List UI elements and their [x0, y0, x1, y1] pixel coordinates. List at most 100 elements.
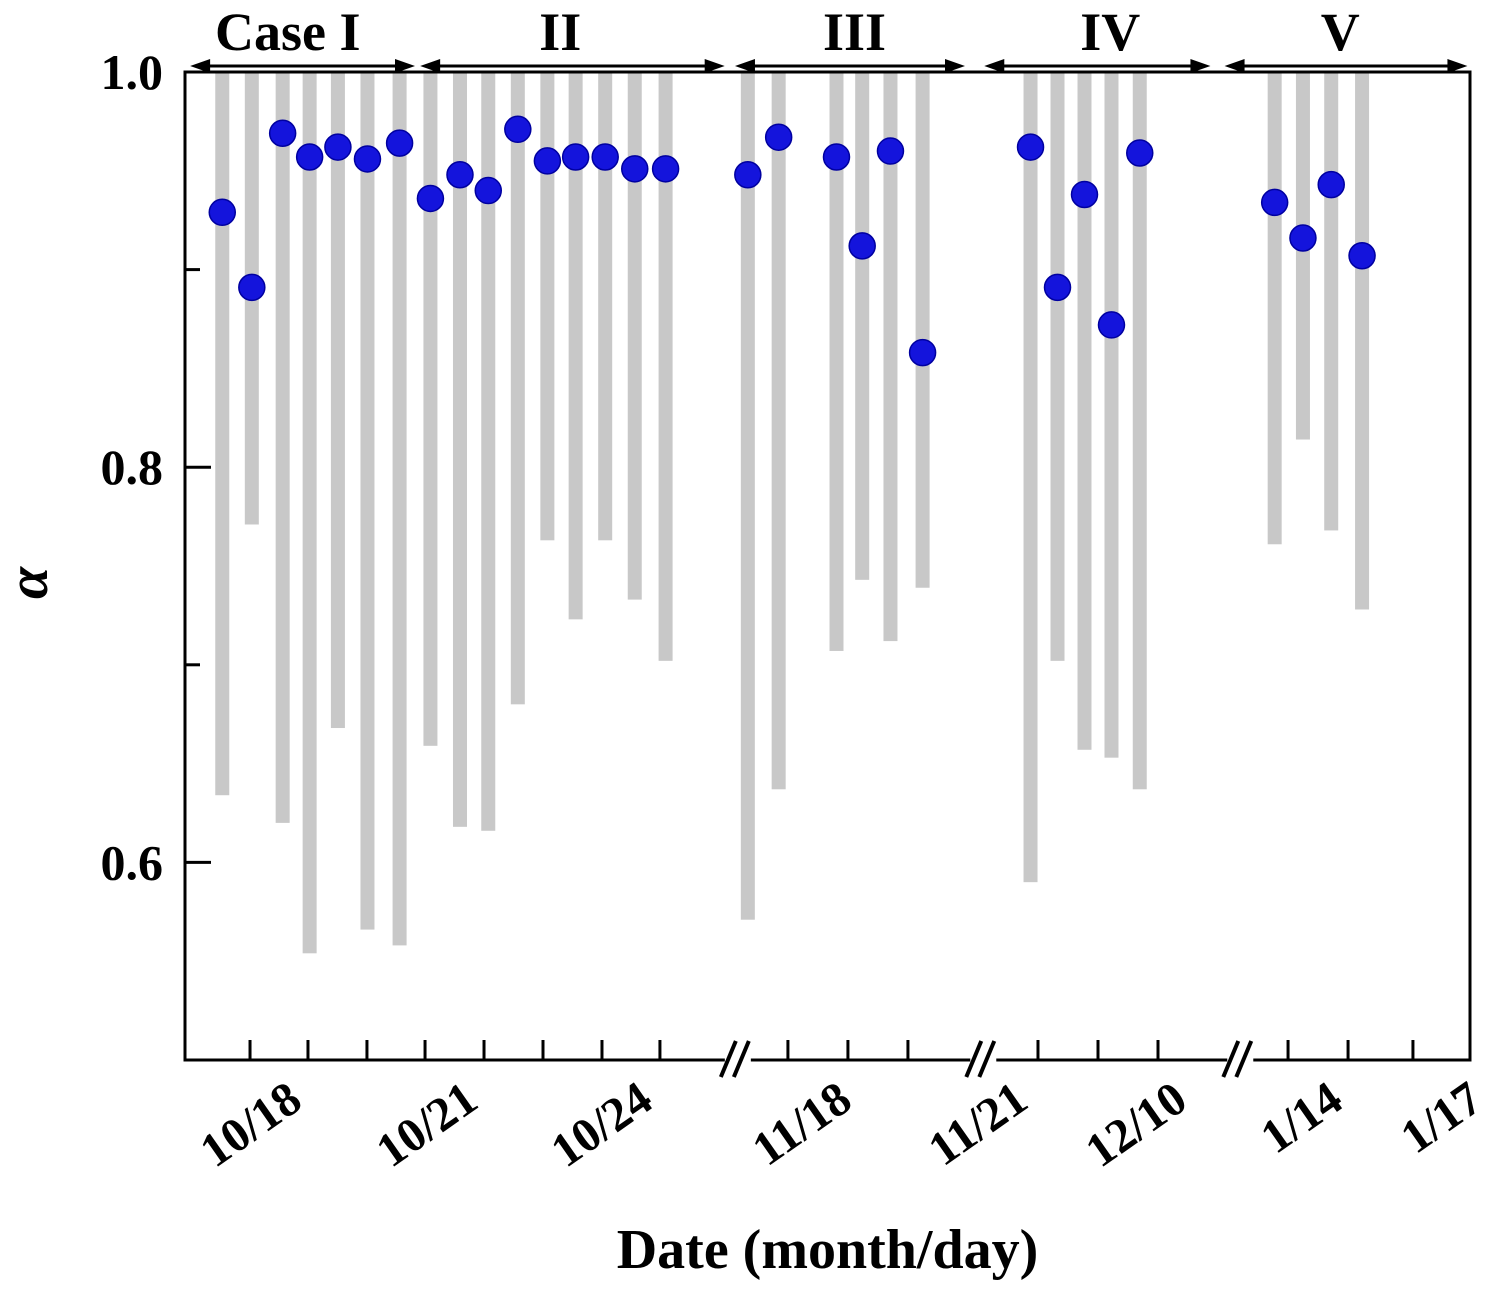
range-bar: [1295, 72, 1310, 440]
range-bar: [540, 72, 555, 541]
data-point: [561, 143, 590, 171]
axis-break-slash: [718, 1040, 738, 1078]
range-bar: [1104, 72, 1119, 758]
axis-break-slash: [977, 1040, 997, 1078]
data-point: [1126, 139, 1154, 167]
data-point: [1097, 311, 1126, 339]
data-point: [504, 115, 532, 144]
case-label: V: [1321, 2, 1360, 62]
range-bar: [598, 72, 613, 541]
data-point: [416, 184, 445, 213]
range-bar: [883, 72, 898, 642]
range-bar: [452, 72, 467, 827]
range-bar: [423, 72, 438, 746]
range-bar: [302, 72, 317, 954]
data-point: [324, 133, 352, 161]
x-tick-label: 1/17: [1391, 1072, 1491, 1164]
y-tick-label: 1.0: [101, 44, 164, 100]
range-bar: [658, 72, 673, 661]
range-bar: [1023, 72, 1038, 883]
range-bar: [740, 72, 755, 920]
data-point: [208, 198, 237, 227]
range-bar: [568, 72, 583, 620]
arrowhead-right: [395, 59, 416, 73]
range-bar: [275, 72, 290, 823]
range-bar: [1355, 72, 1370, 610]
y-axis-title: α: [0, 566, 60, 600]
case-label: Case I: [215, 2, 361, 62]
range-bar: [330, 72, 345, 729]
arrowhead-left: [734, 59, 755, 73]
data-point: [474, 176, 503, 205]
x-tick-label: 10/18: [191, 1072, 311, 1178]
range-bar: [1077, 72, 1092, 750]
range-bar: [915, 72, 930, 588]
range-bar: [510, 72, 525, 705]
data-point: [822, 143, 851, 171]
x-tick-label: 11/18: [743, 1072, 861, 1177]
case-label: III: [823, 2, 886, 62]
data-point: [908, 338, 937, 367]
x-axis-title: Date (month/day): [616, 1219, 1039, 1281]
range-bar: [481, 72, 496, 831]
data-point: [1043, 273, 1072, 302]
arrowhead-right: [944, 59, 965, 73]
data-point: [1317, 170, 1345, 199]
range-bar: [829, 72, 844, 651]
axis-break-gap: [1227, 1056, 1254, 1064]
axis-break-slash: [964, 1040, 984, 1078]
data-point: [385, 129, 414, 157]
plot-frame: [183, 70, 1472, 1062]
x-tick-label: 12/10: [1076, 1072, 1196, 1178]
data-point: [268, 119, 297, 148]
data-point: [591, 143, 619, 171]
range-bar: [360, 72, 375, 930]
data-point: [848, 232, 876, 260]
axis-break-slash: [1234, 1040, 1254, 1078]
data-point: [295, 143, 324, 171]
arrowhead-left: [190, 59, 211, 73]
arrowhead-left: [420, 59, 441, 73]
range-bar: [1132, 72, 1147, 790]
axis-break-slash: [1221, 1040, 1241, 1078]
axis-break-slash: [731, 1040, 751, 1078]
data-point: [533, 147, 562, 175]
data-point: [1016, 133, 1045, 161]
x-tick-label: 11/21: [919, 1072, 1037, 1177]
data-point: [1348, 242, 1376, 270]
y-tick-label: 0.6: [101, 834, 164, 890]
data-point: [446, 161, 474, 189]
data-point: [876, 137, 905, 165]
y-tick-label: 0.8: [101, 439, 164, 495]
range-bar: [627, 72, 642, 600]
data-point: [1260, 188, 1289, 217]
data-point: [621, 155, 649, 183]
axis-break-gap: [724, 1056, 751, 1064]
range-bar: [1267, 72, 1282, 545]
arrowhead-right: [1190, 59, 1211, 73]
data-point: [734, 161, 762, 189]
data-point: [1289, 224, 1317, 252]
range-bar: [855, 72, 870, 580]
data-point: [238, 273, 266, 302]
x-tick-label: 10/21: [367, 1072, 487, 1178]
data-point: [353, 145, 382, 173]
range-bar: [1324, 72, 1339, 531]
arrowhead-left: [984, 59, 1005, 73]
range-bar: [771, 72, 786, 790]
x-tick-label: 1/14: [1251, 1072, 1351, 1164]
data-point: [764, 123, 793, 151]
range-bar: [215, 72, 230, 796]
axis-break-gap: [970, 1056, 997, 1064]
range-bar: [1050, 72, 1065, 661]
arrowhead-left: [1224, 59, 1245, 73]
arrowhead-right: [1447, 59, 1468, 73]
range-bar: [392, 72, 407, 946]
x-tick-label: 10/24: [542, 1072, 662, 1178]
arrowhead-right: [704, 59, 725, 73]
data-point: [1070, 180, 1099, 209]
case-label: IV: [1080, 2, 1140, 62]
data-point: [651, 155, 680, 183]
